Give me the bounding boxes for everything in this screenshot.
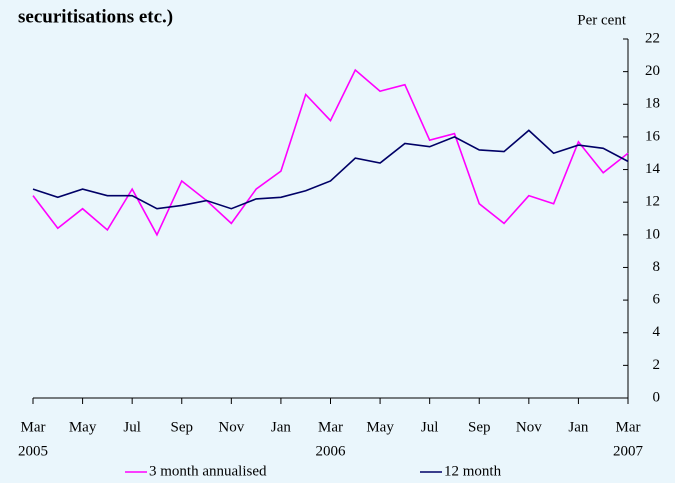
y-axis-label: Per cent [577, 12, 627, 28]
x-tick-label: May [69, 419, 97, 435]
x-year-label: 2007 [613, 443, 644, 459]
x-tick-label: Mar [318, 419, 343, 435]
x-tick-label: Jul [123, 419, 141, 435]
x-tick-label: Jan [271, 419, 291, 435]
series-line [32, 68, 629, 237]
x-tick-label: Sep [171, 419, 194, 435]
x-tick-label: Mar [616, 419, 641, 435]
x-tick-label: Jul [421, 419, 439, 435]
y-tick-label: 12 [645, 194, 660, 210]
y-tick-label: 20 [645, 63, 660, 79]
x-year-label: 2005 [18, 443, 48, 459]
y-tick-label: 6 [653, 292, 661, 308]
x-tick-label: Sep [468, 419, 491, 435]
x-tick-label: Nov [516, 419, 542, 435]
x-tick-label: Nov [218, 419, 244, 435]
chart-title: securitisations etc.) [18, 6, 173, 27]
x-tick-label: Mar [21, 419, 46, 435]
y-tick-label: 10 [645, 226, 660, 242]
y-tick-label: 22 [645, 30, 660, 46]
x-tick-label: Jan [568, 419, 588, 435]
x-year-label: 2006 [316, 443, 347, 459]
legend-label: 3 month annualised [149, 463, 267, 479]
legend-label: 12 month [444, 463, 502, 479]
y-tick-label: 8 [653, 259, 661, 275]
y-tick-label: 14 [645, 161, 661, 177]
y-tick-label: 18 [645, 96, 660, 112]
y-tick-label: 2 [653, 357, 661, 373]
series-line [32, 129, 629, 210]
y-tick-label: 0 [653, 389, 661, 405]
y-tick-label: 4 [653, 324, 661, 340]
y-tick-label: 16 [645, 128, 661, 144]
x-tick-label: May [366, 419, 394, 435]
